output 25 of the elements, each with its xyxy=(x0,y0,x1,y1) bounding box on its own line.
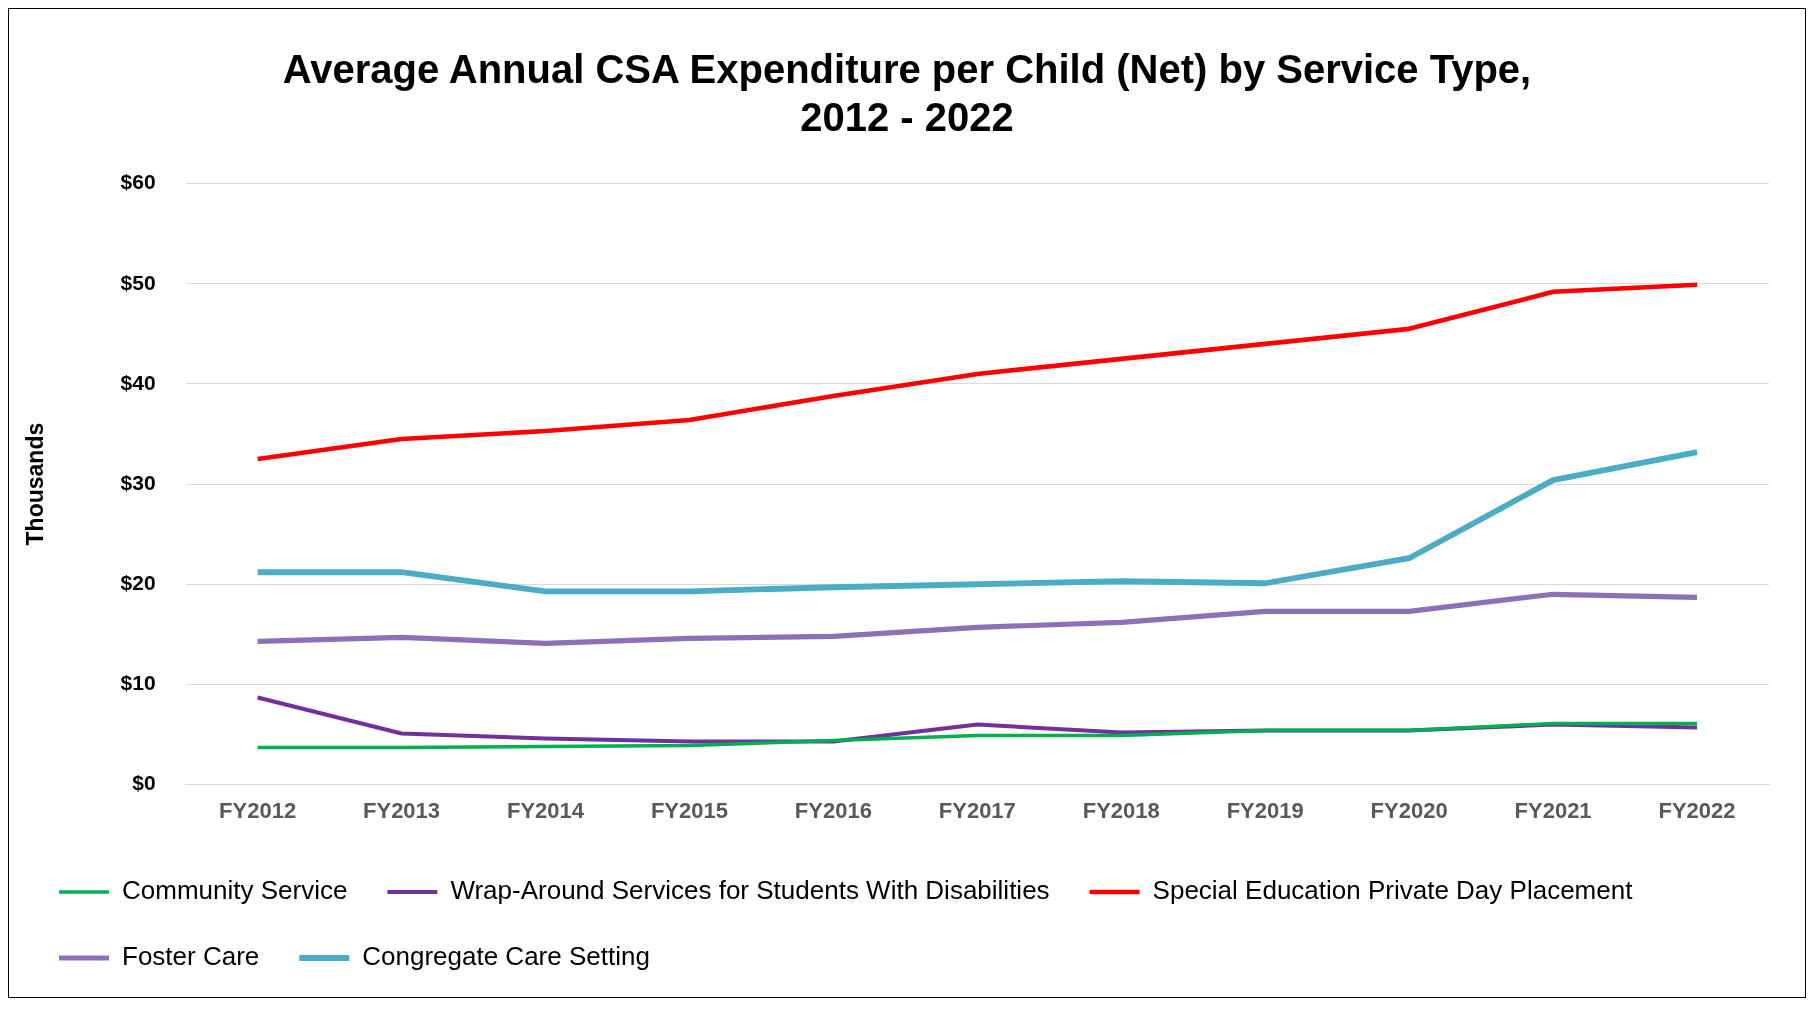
y-tick-label: $10 xyxy=(120,671,156,695)
y-tick-label: $30 xyxy=(120,470,156,494)
x-tick-label: FY2013 xyxy=(363,797,441,823)
x-tick-label: FY2017 xyxy=(938,797,1016,823)
y-tick-label: $20 xyxy=(120,571,156,595)
x-tick-label: FY2012 xyxy=(219,797,297,823)
y-tick-label: $50 xyxy=(120,270,156,294)
x-tick-label: FY2018 xyxy=(1082,797,1160,823)
legend-label: Congregate Care Setting xyxy=(362,941,650,972)
x-tick-label: FY2020 xyxy=(1370,797,1448,823)
x-tick-label: FY2021 xyxy=(1514,797,1592,823)
legend-label: Foster Care xyxy=(122,941,260,972)
legend-label: Wrap-Around Services for Students With Disabilities xyxy=(450,875,1050,906)
x-tick-label: FY2019 xyxy=(1226,797,1304,823)
chart-title: Average Annual CSA Expenditure per Child (Net) by Service Type, 2012 - 2022 xyxy=(281,46,1533,141)
legend-label: Special Education Private Day Placement xyxy=(1152,875,1634,906)
x-tick-label: FY2022 xyxy=(1658,797,1736,823)
x-tick-label: FY2016 xyxy=(794,797,872,823)
y-tick-label: $0 xyxy=(132,771,156,795)
x-tick-label: FY2015 xyxy=(650,797,728,823)
y-tick-label: $60 xyxy=(120,170,156,194)
legend-label: Community Service xyxy=(122,875,348,906)
x-tick-label: FY2014 xyxy=(506,797,585,823)
y-tick-label: $40 xyxy=(120,370,156,394)
y-axis-title: Thousands xyxy=(22,422,49,546)
